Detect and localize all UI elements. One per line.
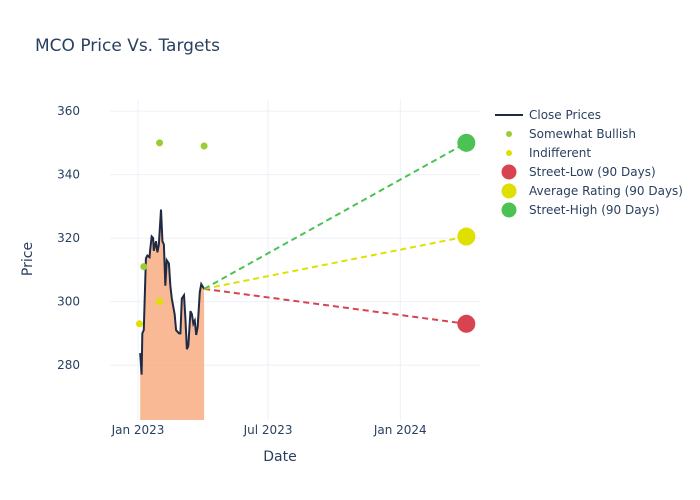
legend-rating-swatch — [506, 150, 512, 156]
y-tick-label: 280 — [57, 358, 80, 372]
y-axis-title: Price — [20, 242, 36, 276]
rating-point — [156, 298, 164, 306]
close-price-area — [140, 209, 205, 420]
target-marker — [457, 227, 476, 246]
x-tick-label: Jul 2023 — [243, 423, 293, 437]
y-tick-label: 360 — [57, 104, 80, 118]
target-marker — [457, 133, 476, 152]
target-trend-line — [203, 287, 467, 325]
legend-label: Somewhat Bullish — [529, 127, 636, 141]
close-price-line — [139, 209, 205, 375]
chart-title: MCO Price Vs. Targets — [35, 36, 220, 56]
legend-rating-swatch — [506, 131, 512, 137]
target-marker — [457, 314, 476, 333]
legend-label: Street-Low (90 Days) — [529, 165, 656, 179]
legend-label: Indifferent — [529, 146, 591, 160]
y-tick-label: 320 — [57, 231, 80, 245]
rating-point — [156, 139, 164, 147]
y-tick-label: 300 — [57, 295, 80, 309]
legend-label: Close Prices — [529, 108, 601, 122]
x-axis-title: Date — [263, 449, 296, 465]
target-trend-line — [203, 141, 467, 290]
rating-point — [200, 142, 208, 150]
legend-label: Street-High (90 Days) — [529, 203, 660, 217]
x-tick-label: Jan 2023 — [111, 423, 165, 437]
y-tick-label: 340 — [57, 168, 80, 182]
legend-target-swatch — [501, 164, 517, 180]
rating-point — [140, 263, 148, 271]
rating-point — [135, 320, 143, 328]
target-trend-line — [203, 235, 467, 290]
legend-target-swatch — [501, 183, 517, 199]
x-tick-label: Jan 2024 — [373, 423, 427, 437]
legend-target-swatch — [501, 202, 517, 218]
legend-label: Average Rating (90 Days) — [529, 184, 683, 198]
